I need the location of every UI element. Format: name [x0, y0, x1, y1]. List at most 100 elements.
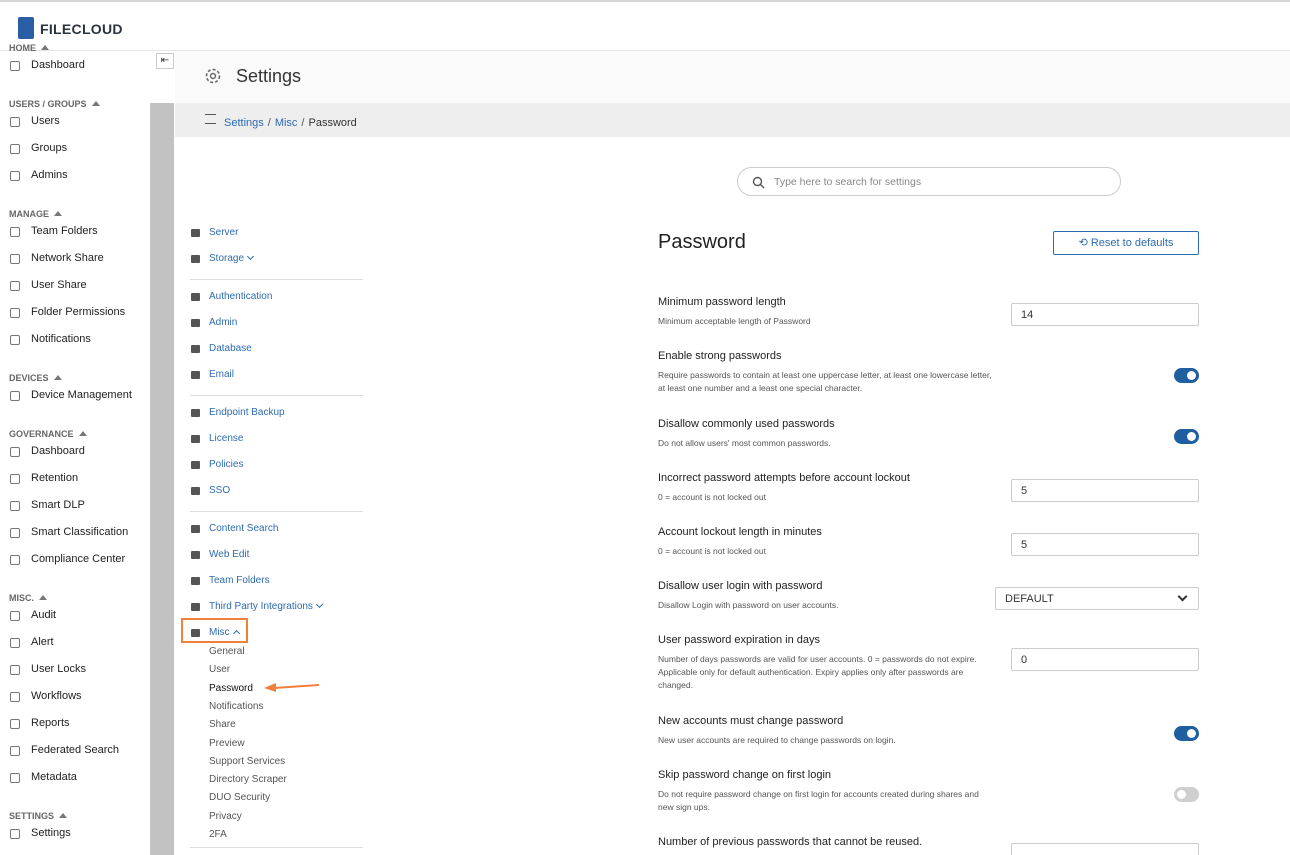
- setting-label: Account lockout length in minutes: [658, 526, 822, 538]
- nav-child[interactable]: User: [209, 664, 231, 676]
- collapse-button[interactable]: ⇤: [156, 53, 174, 69]
- nav-item[interactable]: SSO: [209, 485, 231, 496]
- toggle-knob: [1177, 790, 1186, 799]
- sidebar-item[interactable]: User Locks: [31, 663, 87, 675]
- section-title: USERS / GROUPS: [9, 99, 100, 109]
- nav-icon: [191, 603, 200, 611]
- setting-label: Incorrect password attempts before accou…: [658, 472, 910, 484]
- setting-description: 0 = account is not locked out: [658, 492, 766, 502]
- select[interactable]: DEFAULT: [995, 587, 1199, 610]
- breadcrumb-item: Password: [308, 117, 357, 129]
- toggle-on[interactable]: [1174, 726, 1199, 741]
- section-title: SETTINGS: [9, 811, 67, 821]
- text-input[interactable]: 5: [1011, 479, 1199, 502]
- sidebar-item[interactable]: Device Management: [31, 389, 132, 401]
- text-input[interactable]: 5: [1011, 533, 1199, 556]
- nav-item[interactable]: Database: [209, 343, 252, 354]
- page-header: Settings: [175, 51, 1290, 103]
- sidebar-icon: [10, 227, 20, 237]
- sidebar-item[interactable]: Metadata: [31, 771, 77, 783]
- sidebar-item[interactable]: Retention: [31, 472, 79, 484]
- chevron[interactable]: [246, 252, 255, 261]
- reset-button[interactable]: ⟲ Reset to defaults: [1053, 231, 1199, 255]
- sidebar-item[interactable]: Alert: [31, 636, 54, 648]
- sidebar-item[interactable]: User Share: [31, 279, 87, 291]
- toggle-on[interactable]: [1174, 368, 1199, 383]
- sidebar-item[interactable]: Users: [31, 115, 60, 127]
- sidebar-icon: [10, 829, 20, 839]
- nav-item[interactable]: Email: [209, 369, 235, 380]
- nav-item[interactable]: Admin: [209, 317, 238, 328]
- chevron[interactable]: [232, 629, 240, 638]
- input-value: 14: [1021, 309, 1034, 321]
- nav-child[interactable]: Support Services: [209, 755, 286, 767]
- sidebar-icon: [10, 719, 20, 729]
- section-title: HOME: [9, 43, 49, 53]
- text-input[interactable]: 0: [1011, 648, 1199, 671]
- nav-child[interactable]: Share: [209, 719, 236, 731]
- nav-child[interactable]: Password: [209, 682, 253, 694]
- sidebar-item[interactable]: Admins: [31, 169, 68, 181]
- sidebar-item[interactable]: Smart DLP: [31, 499, 85, 511]
- nav-item[interactable]: Authentication: [209, 291, 273, 302]
- breadcrumb-item[interactable]: Settings: [224, 117, 264, 129]
- sidebar-item[interactable]: Workflows: [31, 690, 82, 702]
- nav-child[interactable]: 2FA: [209, 829, 227, 840]
- nav-item[interactable]: Policies: [209, 459, 244, 470]
- nav-item[interactable]: Endpoint Backup: [209, 407, 285, 418]
- nav-child[interactable]: Preview: [209, 737, 245, 749]
- nav-item[interactable]: Team Folders: [209, 575, 270, 586]
- nav-child[interactable]: Directory Scraper: [209, 774, 287, 786]
- toggle-knob: [1187, 432, 1196, 441]
- nav-item[interactable]: Web Edit: [209, 549, 250, 560]
- setting-label: Disallow user login with password: [658, 580, 823, 592]
- logo: [18, 17, 34, 39]
- sidebar-icon: [10, 555, 20, 565]
- sidebar-item[interactable]: Dashboard: [31, 445, 85, 457]
- toggle-on[interactable]: [1174, 429, 1199, 444]
- nav-child[interactable]: General: [209, 646, 245, 657]
- sidebar-item[interactable]: Compliance Center: [31, 553, 126, 565]
- nav-item[interactable]: Storage: [209, 252, 255, 264]
- toggle-off[interactable]: [1174, 787, 1199, 802]
- sidebar-item[interactable]: Groups: [31, 142, 68, 154]
- text-input[interactable]: [1011, 843, 1199, 855]
- setting-description: Number of days passwords are valid for u…: [658, 654, 977, 690]
- setting-description: Do not allow users' most common password…: [658, 438, 831, 448]
- setting-label: User password expiration in days: [658, 634, 821, 646]
- setting-label: Skip password change on first login: [658, 769, 832, 781]
- text-input[interactable]: 14: [1011, 303, 1199, 326]
- section-title: DEVICES: [9, 373, 62, 383]
- sidebar-item[interactable]: Network Share: [31, 252, 104, 264]
- nav-item[interactable]: Server: [209, 227, 239, 238]
- breadcrumb-item[interactable]: Misc: [274, 117, 298, 129]
- sidebar-item[interactable]: Reports: [31, 717, 70, 729]
- sidebar-icon: [10, 335, 20, 345]
- sidebar-item[interactable]: Notifications: [31, 333, 91, 345]
- sidebar-item[interactable]: Audit: [31, 609, 57, 621]
- sidebar-item[interactable]: Folder Permissions: [31, 306, 126, 318]
- breadcrumb-separator: /: [267, 117, 271, 129]
- breadcrumb-separator: /: [301, 117, 305, 129]
- nav-item[interactable]: Third Party Integrations: [209, 600, 323, 612]
- setting-description: Require passwords to contain at least on…: [658, 370, 992, 393]
- nav-item[interactable]: Misc: [209, 627, 240, 638]
- sidebar-icon: [10, 117, 20, 127]
- nav-icon: [191, 487, 200, 495]
- sidebar-item[interactable]: Team Folders: [31, 225, 98, 237]
- nav-item[interactable]: Content Search: [209, 523, 279, 534]
- sidebar-item[interactable]: Dashboard: [31, 59, 85, 71]
- nav-child[interactable]: Privacy: [209, 810, 242, 822]
- sidebar-item[interactable]: Smart Classification: [31, 526, 129, 538]
- nav-child[interactable]: Notifications: [209, 700, 264, 712]
- sidebar-icon: [10, 254, 20, 264]
- nav-child[interactable]: DUO Security: [209, 792, 271, 804]
- sidebar-item[interactable]: Federated Search: [31, 744, 120, 756]
- sidebar-icon: [10, 773, 20, 783]
- nav-item[interactable]: License: [209, 433, 244, 444]
- nav-icon: [191, 435, 200, 443]
- search-box[interactable]: Type here to search for settings: [737, 167, 1121, 196]
- sidebar-item[interactable]: Settings: [31, 827, 71, 839]
- section-title: MISC.: [9, 593, 47, 603]
- chevron[interactable]: [315, 600, 323, 609]
